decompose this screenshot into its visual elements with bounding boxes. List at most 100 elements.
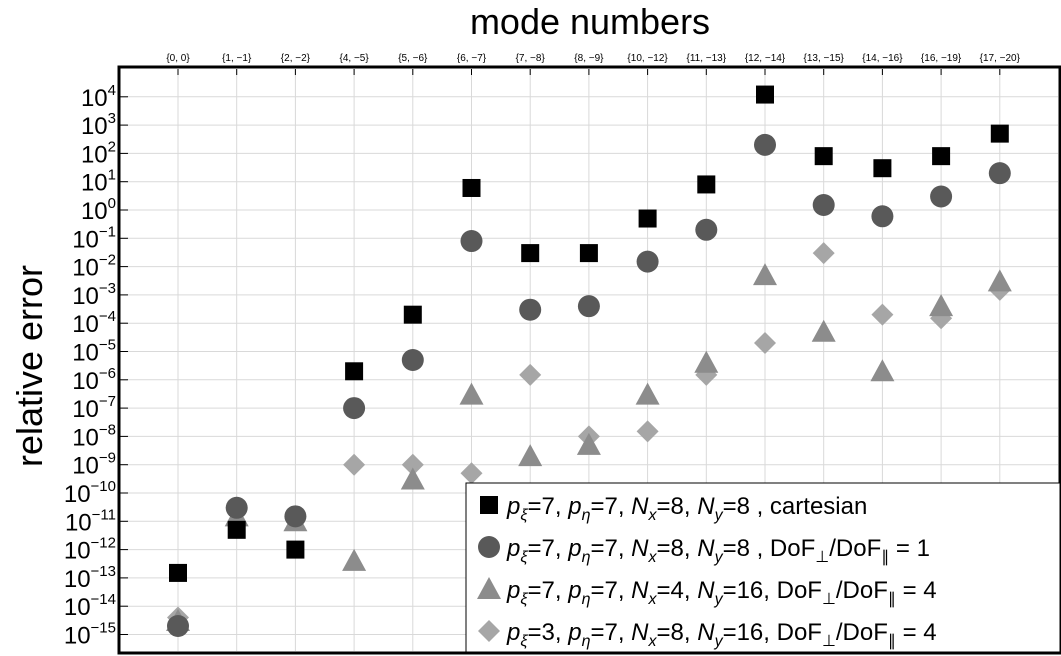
series-circle [167, 133, 1011, 637]
data-point-diamond [519, 363, 542, 386]
x-tick-label: {0, 0} [166, 53, 190, 64]
data-point-square [756, 85, 774, 104]
data-point-triangle [929, 294, 954, 317]
y-tick-label: 10−3 [72, 280, 116, 310]
y-tick-label: 10−14 [64, 591, 116, 621]
data-point-triangle [518, 444, 543, 467]
data-point-square [638, 209, 657, 228]
legend-entry: pξ=7, pη=7, Nx=8, Ny=8 , DoF⊥/DoF∥ = 1 [506, 535, 930, 566]
y-tick-label: 104 [81, 82, 116, 112]
data-point-square [697, 175, 716, 194]
legend-entry: pξ=7, pη=7, Nx=8, Ny=8 , cartesian [506, 493, 867, 524]
legend-marker-circle [478, 536, 500, 558]
y-tick-label: 10−5 [72, 337, 116, 367]
x-tick-label: {11, −13} [687, 53, 727, 64]
legend-entry: pξ=7, pη=7, Nx=4, Ny=16, DoF⊥/DoF∥ = 4 [506, 577, 937, 608]
data-point-square [521, 244, 540, 263]
x-tick-label: {4, −5} [339, 53, 369, 64]
data-point-circle [343, 397, 366, 420]
data-point-square [345, 362, 364, 381]
data-point-square [462, 178, 481, 197]
y-tick-labels: 10410310210110010−110−210−310−410−510−61… [64, 82, 116, 650]
data-point-triangle [635, 382, 660, 405]
legend-marker-triangle [477, 577, 501, 599]
data-point-square [932, 147, 951, 166]
data-point-square [873, 159, 892, 178]
data-points [166, 85, 1012, 637]
data-point-circle [636, 250, 659, 273]
data-point-diamond [401, 453, 424, 476]
data-point-square [579, 244, 598, 263]
data-point-square [286, 540, 305, 559]
data-point-circle [812, 194, 835, 217]
data-point-circle [988, 162, 1011, 185]
data-point-triangle [753, 263, 777, 286]
data-point-square [814, 147, 833, 166]
x-tick-label: {1, −1} [222, 53, 252, 64]
x-tick-label: {7, −8} [516, 53, 546, 64]
data-point-square [227, 520, 246, 539]
x-tick-label: {17, −20} [980, 53, 1021, 64]
series-square [169, 85, 1009, 582]
x-tick-labels: {0, 0} {1, −1} {2, −2} {4, −5} {5, −6} {6, −7… [166, 53, 1021, 75]
data-point-circle [695, 218, 718, 241]
y-tick-label: 10−6 [72, 365, 116, 395]
x-tick-label: {14, −16} [862, 53, 903, 64]
x-tick-label: {5, −6} [398, 53, 428, 64]
data-point-triangle [811, 319, 836, 342]
x-tick-label: {2, −2} [281, 53, 311, 64]
data-point-diamond [460, 462, 483, 485]
y-tick-label: 10−2 [72, 252, 116, 282]
y-axis-label-group: relative error [9, 265, 50, 467]
x-tick-label: {12, −14} [745, 53, 786, 64]
legend: pξ=7, pη=7, Nx=8, Ny=8 , cartesian pξ=7, … [465, 482, 1061, 653]
data-point-circle [460, 230, 483, 253]
data-point-circle [930, 185, 953, 208]
data-point-triangle [987, 269, 1012, 292]
x-tick-label: {6, −7} [457, 53, 487, 64]
x-tick-label: {13, −15} [804, 53, 845, 64]
x-tick-label: {8, −9} [574, 53, 604, 64]
y-tick-label: 10−7 [72, 393, 116, 423]
y-tick-label: 10−10 [64, 478, 116, 508]
x-tick-label: {16, −19} [921, 53, 962, 64]
data-point-diamond [636, 420, 659, 443]
data-point-square [169, 563, 187, 582]
y-tick-label: 10−15 [64, 620, 116, 650]
data-point-circle [167, 614, 189, 637]
data-point-circle [519, 298, 542, 321]
data-point-square [403, 305, 422, 324]
data-point-circle [225, 496, 248, 519]
data-point-diamond [812, 242, 835, 265]
chart-title: mode numbers [470, 1, 710, 42]
legend-entry: pξ=3, pη=7, Nx=8, Ny=16, DoF⊥/DoF∥ = 4 [506, 619, 937, 650]
y-tick-label: 10−4 [72, 308, 116, 338]
data-point-triangle [694, 350, 719, 373]
y-tick-label: 10−9 [72, 450, 116, 480]
y-tick-label: 10−13 [64, 563, 116, 593]
legend-marker-square [480, 496, 498, 514]
data-point-circle [284, 505, 307, 528]
data-point-diamond [343, 453, 366, 476]
plot-frame [117, 65, 1061, 655]
y-tick-label: 102 [81, 138, 116, 168]
y-tick-label: 10−12 [64, 535, 116, 565]
y-tick-label: 10−11 [65, 506, 116, 536]
data-point-triangle [342, 548, 367, 571]
y-axis-label: relative error [9, 265, 50, 467]
y-tick-label: 10−1 [72, 223, 116, 253]
legend-marker-diamond [478, 620, 500, 642]
data-point-diamond [871, 303, 894, 326]
legend-box [465, 482, 1061, 653]
x-tick-label: {10, −12} [627, 53, 668, 64]
y-tick-label: 101 [81, 167, 116, 197]
data-point-circle [577, 295, 600, 318]
y-tick-label: 100 [81, 195, 116, 225]
data-point-triangle [870, 359, 895, 382]
data-point-square [990, 124, 1009, 143]
data-point-circle [871, 205, 894, 228]
data-point-triangle [576, 432, 601, 455]
data-point-circle [401, 349, 424, 372]
y-tick-label: 103 [81, 110, 116, 140]
